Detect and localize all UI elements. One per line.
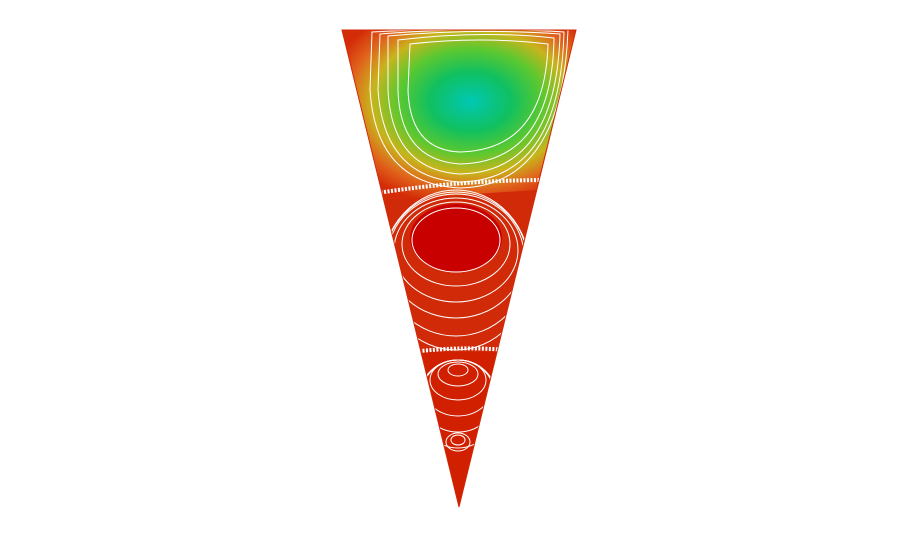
separatrix-lower: [411, 346, 507, 354]
cavity-outline: [341, 29, 577, 508]
upper-cell: [342, 30, 576, 200]
upper-streamlines: [369, 30, 569, 189]
middle-cell-core: [410, 204, 502, 272]
lower-cell: [420, 352, 498, 507]
